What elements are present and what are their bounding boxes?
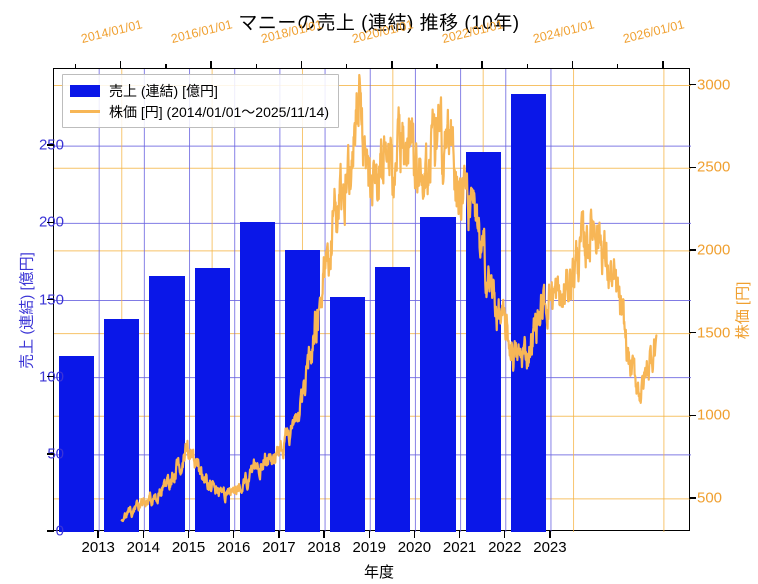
y-left-tick-50: 50 [47,445,64,463]
y-right-tick-3000: 3000 [697,76,731,94]
legend-label-sales: 売上 (連結) [億円] [109,82,218,99]
page-title: マニーの売上 (連結) 推移 (10年) [238,13,520,34]
line-swatch-icon [70,109,100,114]
y-right-tickmark-1000 [689,414,696,416]
x-top-tickmark-2016 [210,61,212,68]
x-top-minor-tickmark-2015 [165,64,167,68]
x-top-tickmark-2020 [391,61,393,68]
x-top-minor-tickmark-2017 [255,64,257,68]
x-top-tickmark-2022 [481,61,483,68]
y-left-tickmark-50 [47,453,54,455]
y-left-tickmark-100 [47,375,54,378]
legend-item-stock-price: 株価 [円] (2014/01/01〜2025/11/14) [70,101,329,122]
x-bottom-tickmark-2016 [233,531,235,538]
x-top-minor-tickmark-2021 [436,64,438,68]
bar-2014 [104,319,140,532]
x-bottom-tickmark-2014 [142,531,145,538]
x-bottom-tick-2020: 2020 [397,539,432,556]
bar-2019 [330,297,366,532]
x-bottom-tickmark-2019 [368,531,370,538]
y-left-tickmark-250 [47,144,54,146]
y-right-tickmark-1500 [689,331,696,334]
bar-2020 [375,266,411,532]
y-right-tick-2500: 2500 [697,158,731,176]
y-right-tickmark-2500 [689,166,696,168]
x-bottom-tick-2018: 2018 [307,539,341,556]
plot-area [53,68,691,532]
y-right-tickmark-3000 [689,83,696,86]
x-bottom-tick-2016: 2016 [217,539,251,556]
x-top-tickmark-2024 [571,61,574,68]
chart-legend: 売上 (連結) [億円] 株価 [円] (2014/01/01〜2025/11/… [62,74,339,128]
x-bottom-tick-2022: 2022 [488,539,522,556]
y-right-tick-500: 500 [697,489,723,507]
x-bottom-tick-2019: 2019 [352,539,386,556]
x-bottom-tick-2021: 2021 [442,539,477,556]
x-top-minor-tickmark-2013 [74,64,77,68]
x-bottom-tickmark-2021 [458,531,461,538]
x-top-minor-tickmark-2025 [617,64,619,68]
x-bottom-tick-2013: 2013 [81,539,115,556]
x-bottom-tick-2023: 2023 [533,539,567,556]
x-top-minor-tickmark-2019 [345,64,348,68]
x-bottom-tickmark-2017 [278,531,280,538]
y-right-tick-2000: 2000 [697,241,731,259]
y-left-tickmark-0 [47,530,54,532]
y-left-tickmark-200 [47,221,54,224]
x-bottom-tick-2017: 2017 [262,539,296,556]
y-left-tickmark-150 [47,298,54,301]
x-bottom-tickmark-2023 [549,531,551,538]
bar-2022 [465,152,501,532]
y-right-tickmark-500 [689,497,696,499]
x-bottom-tickmark-2018 [323,531,325,538]
x-bottom-tick-2015: 2015 [171,539,206,556]
x-bottom-tickmark-2013 [97,531,99,538]
stock-price-line-layer [120,73,658,523]
y-axis-right-label: 株価 [円] [734,281,752,340]
x-top-tickmark-2026 [662,61,664,68]
bar-2015 [149,275,185,532]
x-bottom-tickmark-2020 [413,531,416,538]
legend-label-stock-price: 株価 [円] (2014/01/01〜2025/11/14) [109,103,329,120]
x-bottom-tick-2014: 2014 [126,539,161,556]
bar-swatch-icon [70,84,100,97]
bar-2013 [58,356,95,532]
x-bottom-tickmark-2015 [187,531,190,538]
y-right-tick-1500: 1500 [697,324,731,342]
y-axis-left-label: 売上 (連結) [億円] [18,252,36,369]
x-top-minor-tickmark-2023 [526,64,529,68]
y-right-tickmark-2000 [689,249,696,251]
x-axis-label: 年度 [363,564,394,581]
y-left-tick-0: 0 [55,522,64,540]
y-right-tick-1000: 1000 [697,406,731,424]
legend-item-sales: 売上 (連結) [億円] [70,80,329,101]
x-top-tickmark-2018 [300,61,303,68]
bar-2021 [420,217,456,532]
x-top-tickmark-2014 [120,61,122,68]
x-bottom-tickmark-2022 [504,531,506,538]
